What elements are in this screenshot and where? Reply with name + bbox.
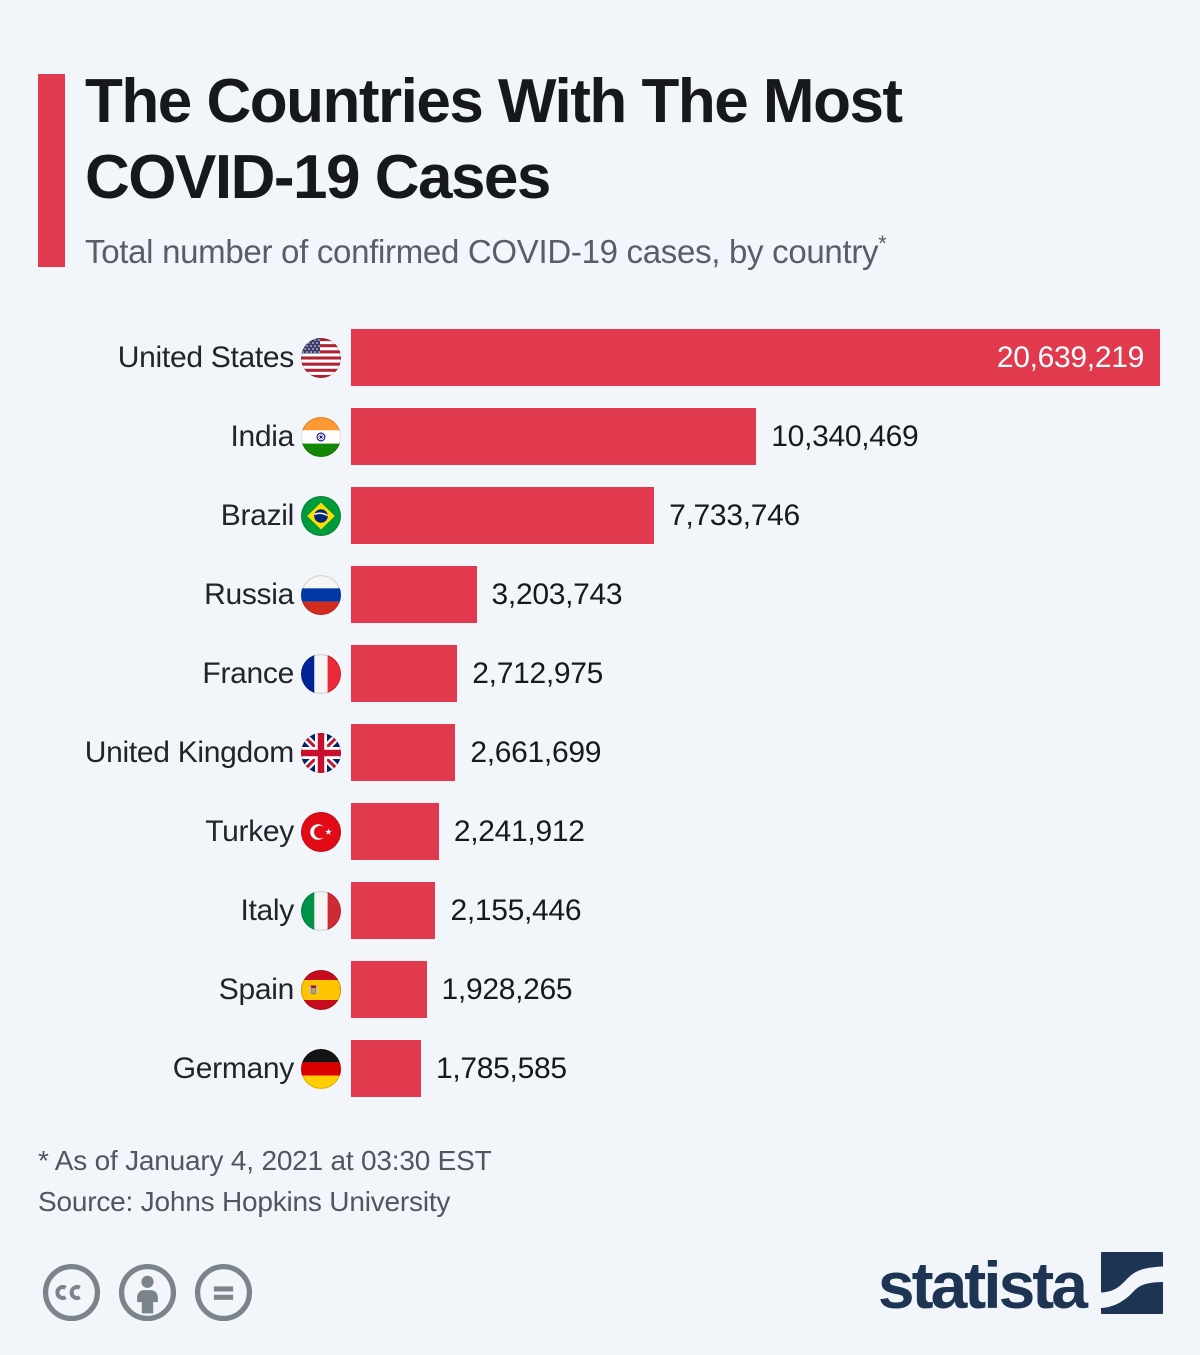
ru-flag-icon [301,574,341,615]
country-label: Turkey [205,814,294,848]
bar-row-russia: Russia 3,203,743 [38,566,1160,624]
bar [351,724,456,782]
value-label: 7,733,746 [669,498,800,532]
bar-track: 10,340,469 [351,408,1160,466]
bar-track: 1,785,585 [351,1040,1160,1098]
country-label: Brazil [220,498,295,532]
bar-track: 2,712,975 [351,645,1160,703]
bar-track: 20,639,219 [351,329,1160,387]
country-label: Spain [218,972,295,1006]
value-label: 1,785,585 [435,1051,567,1085]
page-title-line2: COVID-19 Cases [85,142,551,212]
bar-track: 2,241,912 [351,803,1160,861]
bar-track: 3,203,743 [351,566,1160,624]
footnote: * As of January 4, 2021 at 03:30 EST [38,1145,492,1177]
bar [351,803,439,861]
country-label: United Kingdom [84,735,295,769]
page-title: The Countries With The Most COVID-19 Case… [85,64,1160,215]
footnotes: * As of January 4, 2021 at 03:30 EST Sou… [38,1145,1160,1218]
value-label: 1,928,265 [441,972,573,1006]
attribution-icon[interactable] [116,1261,179,1324]
header: The Countries With The Most COVID-19 Case… [85,64,1160,271]
value-label: 3,203,743 [491,577,623,611]
bar-track: 1,928,265 [351,961,1160,1019]
bar-track: 2,661,699 [351,724,1160,782]
it-flag-icon [301,890,341,931]
country-label: Germany [172,1051,295,1085]
value-label: 2,241,912 [453,814,585,848]
bar-row-france: France 2,712,975 [38,645,1160,703]
bar-row-india: India 10,340,469 [38,408,1160,466]
value-label: 2,155,446 [450,893,582,927]
country-label: Russia [204,577,294,611]
bar-row-germany: Germany 1,785,585 [38,1040,1160,1098]
br-flag-icon [301,495,341,536]
statista-logo[interactable]: statista [877,1248,1163,1322]
us-flag-icon [301,337,341,378]
page-title-line1: The Countries With The Most [85,67,903,136]
source: Source: Johns Hopkins University [38,1186,451,1218]
bar-row-united-states: United States 20,639,219 [38,329,1160,387]
bar-row-italy: Italy 2,155,446 [38,882,1160,940]
title-accent-bar [38,74,65,267]
bar [351,1040,421,1098]
country-label: India [230,419,294,453]
value-label: 2,661,699 [470,735,602,769]
bar [351,645,458,703]
de-flag-icon [301,1048,341,1089]
bar-row-brazil: Brazil 7,733,746 [38,487,1160,545]
chart-subtitle: Total number of confirmed COVID-19 cases… [85,231,1160,271]
tr-flag-icon [301,811,341,852]
fr-flag-icon [301,653,341,694]
bar-chart: United States 20,639,219 India 10,340,469 Br… [38,329,1160,1098]
value-label: 2,712,975 [472,656,604,690]
cc-icon[interactable] [40,1261,103,1324]
es-flag-icon [301,969,341,1010]
cc-license-badges [40,1261,255,1324]
bar-row-united-kingdom: United Kingdom 2,661,699 [38,724,1160,782]
no-derivatives-icon[interactable] [192,1261,255,1324]
bar [351,961,427,1019]
chart-subtitle-text: Total number of confirmed COVID-19 cases… [85,233,879,271]
value-label: 20,639,219 [996,340,1144,374]
country-label: France [202,656,294,690]
footnote-marker: * [878,231,887,257]
bar-track: 7,733,746 [351,487,1160,545]
in-flag-icon [301,416,341,457]
bar: 20,639,219 [351,329,1160,387]
country-label: United States [117,340,295,374]
bar [351,882,436,940]
statista-mark-icon [1101,1252,1163,1314]
bar-row-spain: Spain 1,928,265 [38,961,1160,1019]
country-label: Italy [240,893,294,927]
bar [351,566,477,624]
bar-track: 2,155,446 [351,882,1160,940]
value-label: 10,340,469 [771,419,919,453]
bar-row-turkey: Turkey 2,241,912 [38,803,1160,861]
statista-wordmark: statista [877,1248,1088,1322]
bar [351,408,757,466]
bar [351,487,655,545]
gb-flag-icon [301,732,341,773]
